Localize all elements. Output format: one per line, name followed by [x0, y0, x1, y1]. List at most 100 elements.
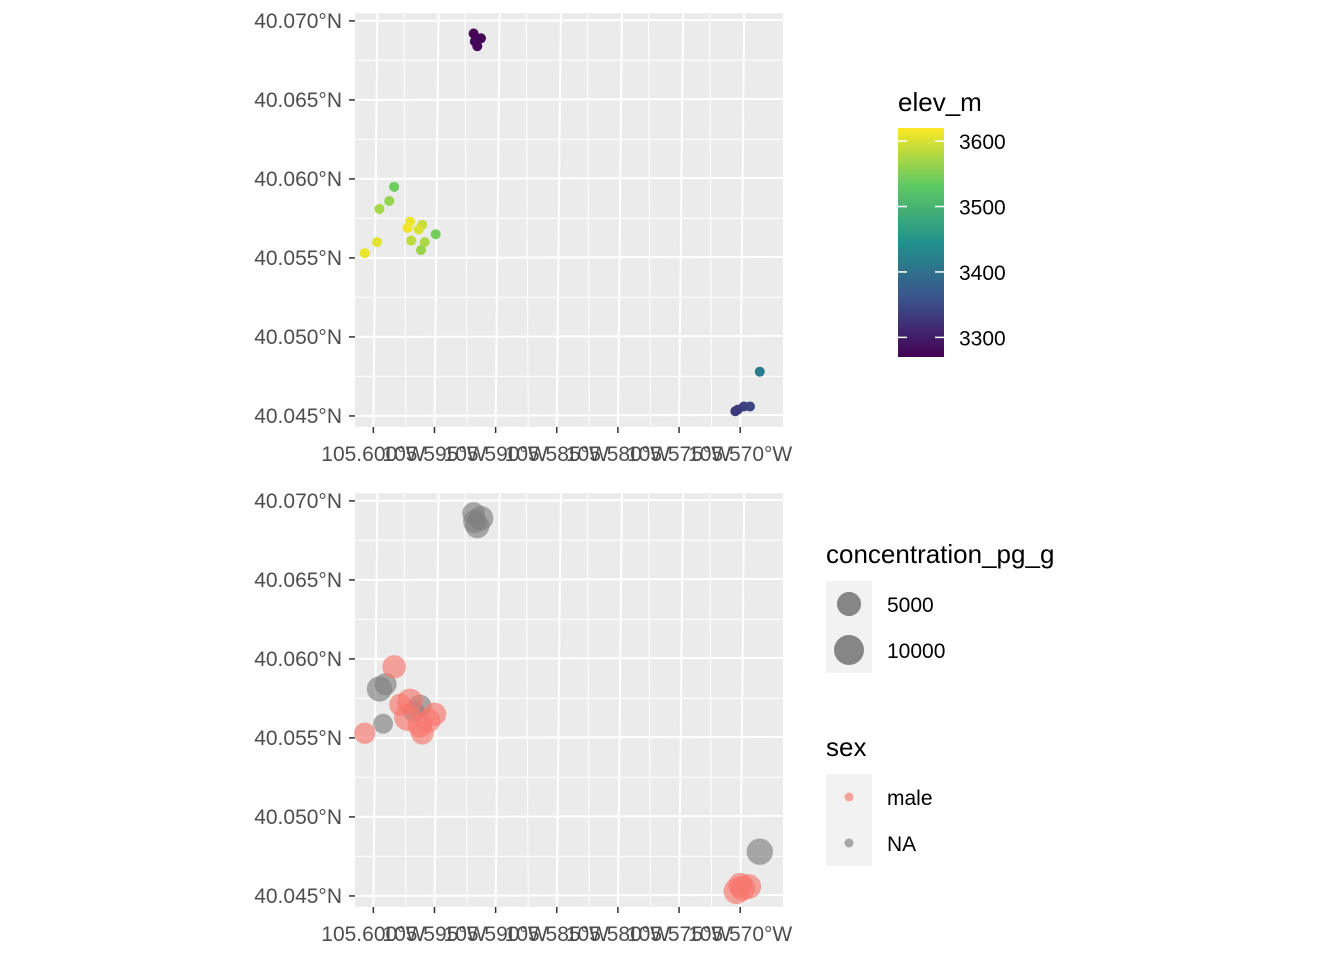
legend-title: sex — [826, 732, 866, 762]
elevation-point — [406, 235, 417, 246]
x-tick-label: 105.590°W — [444, 443, 548, 466]
concentration-point — [354, 722, 376, 744]
minor-gridline — [403, 12, 407, 428]
major-gridline — [555, 12, 562, 428]
major-gridline — [433, 12, 440, 428]
elevation-point — [372, 237, 383, 248]
x-tick-label: 105.590°W — [444, 923, 548, 946]
colorbar — [898, 128, 944, 357]
x-tick-label: 105.585°W — [505, 443, 609, 466]
minor-gridline — [464, 12, 468, 428]
y-tick-label: 40.070°N — [254, 10, 342, 33]
x-tick-label: 105.595°W — [382, 923, 486, 946]
axes: 40.045°N 40.050°N 40.055°N 40.060°N 40.065°N… — [254, 10, 792, 466]
size-legend-label: 10000 — [887, 640, 945, 663]
elevation-point — [389, 181, 400, 192]
axes: 40.045°N 40.050°N 40.055°N 40.060°N 40.065°N… — [254, 490, 792, 946]
legend-sex: sex male NA — [826, 732, 933, 866]
minor-gridline — [709, 12, 713, 428]
concentration-point — [463, 509, 487, 534]
x-tick-label: 105.585°W — [505, 923, 609, 946]
colorbar-label: 3300 — [959, 327, 1006, 350]
colorbar-label: 3400 — [959, 262, 1006, 285]
major-gridline — [354, 656, 784, 660]
minor-gridline — [586, 492, 590, 908]
minor-gridline — [525, 492, 529, 908]
major-gridline — [354, 176, 784, 180]
x-tick-label: 105.595°W — [382, 443, 486, 466]
panel-concentration: 40.045°N 40.050°N 40.055°N 40.060°N 40.065°N… — [254, 490, 792, 946]
elevation-point — [359, 248, 370, 259]
major-gridline — [354, 97, 784, 101]
elevation-point — [469, 36, 480, 47]
major-gridline — [354, 498, 784, 502]
colorbar-label: 3500 — [959, 197, 1006, 220]
y-tick-label: 40.065°N — [254, 569, 342, 592]
y-tick-label: 40.055°N — [254, 247, 342, 270]
colorbar-label: 3600 — [959, 131, 1006, 154]
x-tick-label: 105.580°W — [566, 923, 670, 946]
legend-concentration: concentration_pg_g 5000 10000 — [826, 539, 1054, 673]
x-tick-label: 105.570°W — [688, 923, 792, 946]
major-gridline — [616, 492, 623, 908]
y-tick-label: 40.050°N — [254, 806, 342, 829]
major-gridline — [494, 12, 501, 428]
elevation-points — [359, 28, 765, 417]
elevation-point — [384, 196, 395, 207]
panel-elevation: 40.045°N 40.050°N 40.055°N 40.060°N 40.065°N… — [254, 10, 792, 466]
x-tick-label: 105.570°W — [688, 443, 792, 466]
color-legend-keys: male NA — [826, 774, 933, 866]
colorbar-breaks: 3300 3400 3500 3600 — [898, 131, 1006, 350]
elevation-point — [416, 245, 427, 256]
concentration-point — [422, 702, 447, 726]
y-tick-label: 40.050°N — [254, 326, 342, 349]
color-legend-key — [844, 838, 854, 848]
size-legend-key — [836, 591, 862, 617]
minor-gridline — [525, 12, 529, 428]
x-tick-label: 105.600°W — [321, 443, 425, 466]
color-legend-label: male — [887, 787, 933, 810]
major-gridline — [354, 255, 784, 259]
major-gridline — [354, 334, 784, 338]
major-gridline — [739, 12, 746, 428]
elevation-point — [468, 28, 479, 39]
major-gridline — [354, 18, 784, 22]
x-tick-label: 105.575°W — [627, 443, 731, 466]
major-gridline — [494, 492, 501, 908]
elevation-point — [374, 203, 385, 214]
major-gridline — [555, 492, 562, 908]
size-legend-keys: 5000 10000 — [826, 581, 945, 673]
major-gridline — [678, 492, 685, 908]
concentration-points — [354, 502, 773, 905]
concentration-point — [746, 838, 773, 865]
size-legend-label: 5000 — [887, 594, 934, 617]
major-gridline — [739, 492, 746, 908]
concentration-point — [728, 872, 753, 897]
minor-gridline — [647, 12, 651, 428]
concentration-point — [382, 655, 406, 679]
major-gridline — [433, 492, 440, 908]
elevation-point — [402, 222, 413, 233]
elevation-point — [413, 224, 424, 235]
y-tick-label: 40.060°N — [254, 168, 342, 191]
concentration-point — [374, 673, 397, 696]
y-tick-label: 40.060°N — [254, 648, 342, 671]
major-gridline — [678, 12, 685, 428]
minor-gridline — [709, 492, 713, 908]
concentration-point — [389, 693, 412, 716]
x-tick-label: 105.580°W — [566, 443, 670, 466]
minor-gridline — [586, 12, 590, 428]
y-tick-label: 40.055°N — [254, 727, 342, 750]
minor-gridline — [464, 492, 468, 908]
y-tick-label: 40.045°N — [254, 885, 342, 908]
legend-title: elev_m — [898, 87, 982, 117]
gridlines — [354, 12, 784, 428]
y-tick-label: 40.045°N — [254, 405, 342, 428]
gridlines — [354, 492, 784, 908]
major-gridline — [354, 413, 784, 417]
x-tick-label: 105.575°W — [627, 923, 731, 946]
legend-elevation: elev_m 3300 3400 3500 3600 — [898, 87, 1006, 357]
concentration-point — [373, 713, 394, 734]
elevation-point — [730, 406, 741, 417]
minor-gridline — [647, 492, 651, 908]
